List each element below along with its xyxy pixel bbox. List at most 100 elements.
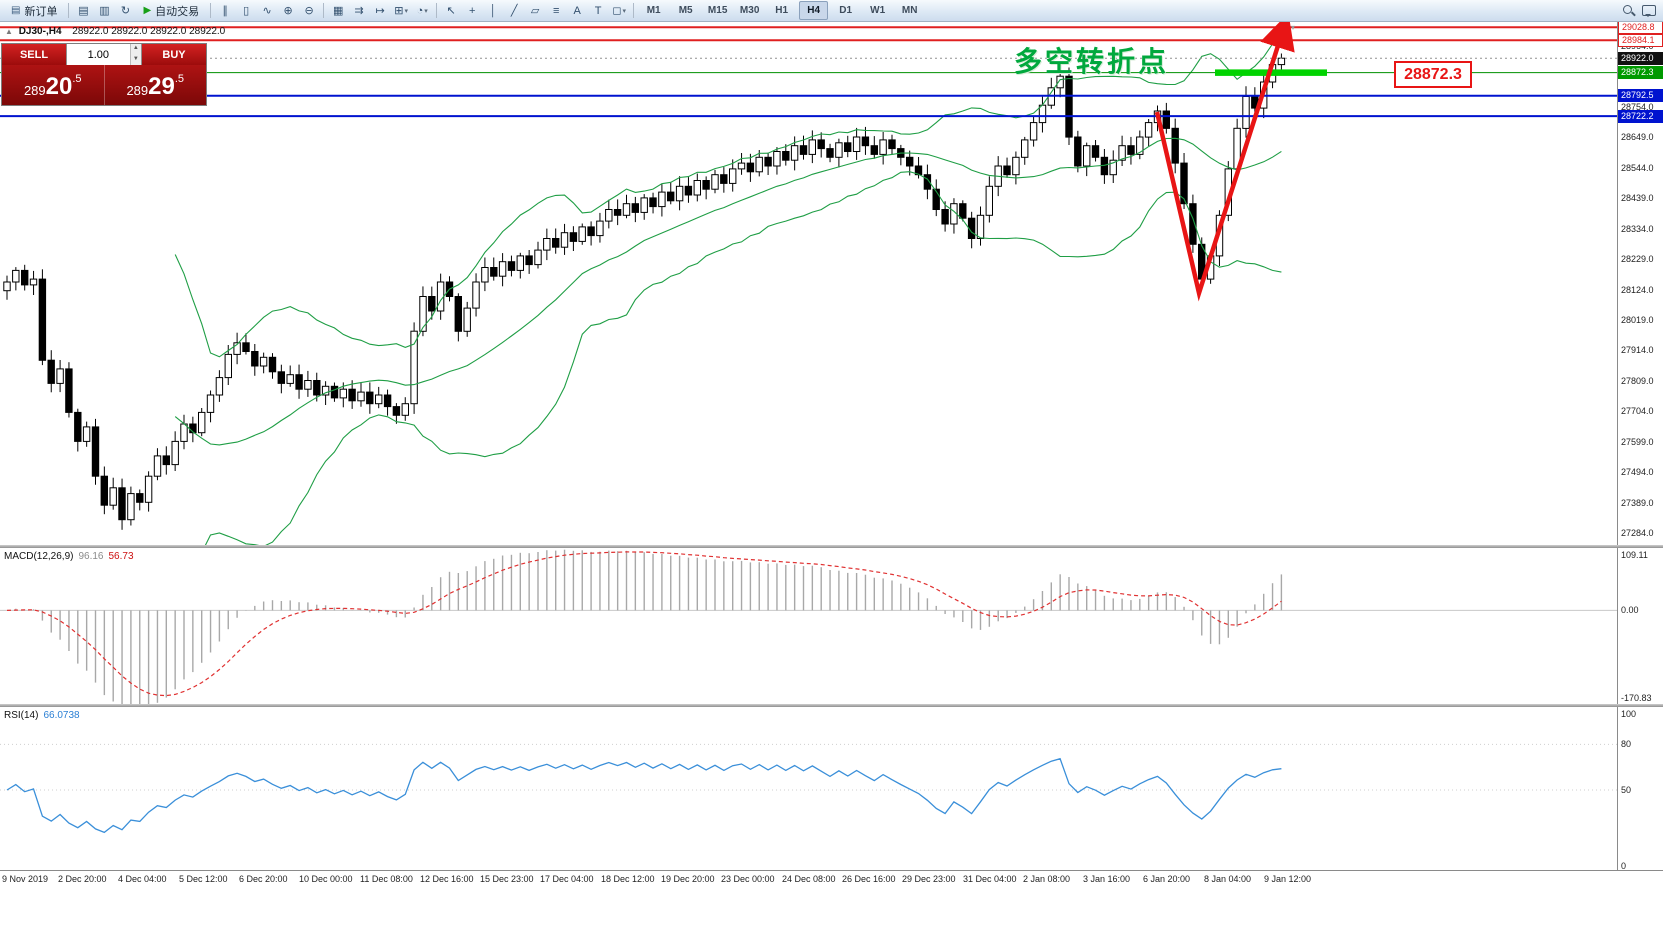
timeframe-d1-button[interactable]: D1 (839, 5, 853, 16)
chart-canvas[interactable] (0, 22, 1663, 943)
price-axis-label: 28649.0 (1621, 132, 1654, 142)
candlestick-chart-icon[interactable]: ▯ (243, 5, 250, 17)
time-axis-label: 10 Dec 00:00 (299, 874, 353, 884)
crosshair-icon[interactable]: + (468, 4, 476, 17)
sell-price-digits: 289 (23, 83, 46, 98)
vertical-line-icon[interactable]: │ (489, 4, 497, 17)
symbol-expand-icon[interactable]: ▲ (5, 27, 13, 36)
bar-chart-icon[interactable]: ∥ (222, 5, 228, 17)
price-axis-border[interactable] (1617, 22, 1618, 870)
price-tag-28722.2[interactable]: 28722.2 (1618, 110, 1663, 123)
search-icon[interactable] (1618, 1, 1638, 21)
auto-scroll-icon[interactable]: ⇉ (354, 5, 364, 17)
timeframe-mn-button[interactable]: MN (901, 5, 918, 16)
timeframe-m1-button[interactable]: M1 (646, 5, 661, 16)
auto-trading-icon: ▶ (143, 5, 152, 16)
shapes-icon[interactable]: ◻ ▾ (612, 5, 626, 17)
buy-price[interactable]: 289 29.5 (105, 65, 207, 105)
time-axis-label: 15 Dec 23:00 (480, 874, 534, 884)
fibonacci-icon[interactable]: ≡ (552, 4, 560, 17)
cursor-icon[interactable]: ↖ (446, 5, 456, 17)
text-label-icon[interactable]: T (594, 4, 602, 17)
price-axis-label: 27494.0 (1621, 467, 1654, 477)
tile-windows-icon[interactable]: ▦ (332, 5, 344, 17)
timeframe-h4-button[interactable]: H4 (799, 1, 829, 20)
panel-splitter-macd[interactable] (0, 545, 1663, 548)
time-axis-label: 12 Dec 16:00 (420, 874, 474, 884)
time-axis-label: 6 Dec 20:00 (239, 874, 288, 884)
chart-shift-icon[interactable]: ↦ (375, 5, 385, 17)
toolbar: ▤ 新订单 ▤ ▥ ↻ ▶ 自动交易 ∥ ▯ ∿ ⊕ ⊖ ▦ ⇉ ↦ ⊞ ▾ ◔ ▾ ↖ + │ ╱ ▱ ≡ A T ◻ ▾ M1 M5 M1… (0, 0, 1663, 22)
price-axis-label: 27809.0 (1621, 376, 1654, 386)
shapes-dropdown-arrow[interactable]: ▾ (622, 7, 626, 15)
price-tag-28922.0[interactable]: 28922.0 (1618, 52, 1663, 65)
timeframe-m15-button[interactable]: M15 (707, 5, 728, 16)
time-axis-label: 8 Jan 04:00 (1204, 874, 1252, 884)
search-icon (1622, 4, 1635, 17)
time-axis-label: 19 Dec 20:00 (661, 874, 715, 884)
indicators-icon[interactable]: ⊞ ▾ (394, 5, 409, 17)
equidistant-channel-icon[interactable]: ▱ (530, 5, 540, 17)
refresh-icon[interactable]: ↻ (120, 5, 131, 17)
chart-shift-marker[interactable]: ▾ (1291, 23, 1296, 32)
time-axis-label: 11 Dec 08:00 (360, 874, 413, 884)
time-axis-label: 29 Dec 23:00 (902, 874, 956, 884)
time-axis-label: 26 Dec 16:00 (842, 874, 896, 884)
new-chart-icon[interactable]: ▤ (78, 5, 89, 17)
trendline-icon[interactable]: ╱ (510, 5, 518, 17)
periods-dropdown-arrow[interactable]: ▾ (424, 7, 428, 15)
time-axis-label: 23 Dec 00:00 (721, 874, 775, 884)
symbol-ohlc-readout: 28922.0 28922.0 28922.0 28922.0 (72, 26, 226, 37)
price-axis-label: 28124.0 (1621, 285, 1654, 295)
chat-icon[interactable] (1639, 1, 1659, 21)
toolbar-separator (323, 3, 325, 18)
panel-splitter-rsi[interactable] (0, 704, 1663, 707)
chat-icon (1642, 5, 1656, 17)
price-tag-28984.1[interactable]: 28984.1 (1618, 34, 1663, 47)
volume-up-arrow[interactable]: ▲ (130, 44, 141, 55)
macd-axis-label: 0.00 (1621, 605, 1639, 615)
auto-trading-button[interactable]: ▶ 自动交易 (136, 1, 206, 21)
time-axis-label: 18 Dec 12:00 (601, 874, 655, 884)
price-tag-29028.8[interactable]: 29028.8 (1618, 21, 1663, 34)
profiles-icon[interactable]: ▥ (99, 5, 110, 17)
timeframe-w1-button[interactable]: W1 (870, 5, 886, 16)
price-tag-28872.3[interactable]: 28872.3 (1618, 66, 1663, 79)
time-axis-label: 6 Jan 20:00 (1143, 874, 1191, 884)
price-axis-label: 28544.0 (1621, 163, 1654, 173)
sell-price[interactable]: 289 20.5 (2, 65, 105, 105)
buy-button[interactable]: BUY (142, 44, 206, 65)
toolbar-separator (68, 3, 70, 18)
sell-price-digits: 20 (45, 73, 73, 100)
indicators-dropdown-arrow[interactable]: ▾ (404, 7, 409, 15)
price-axis-label: 27599.0 (1621, 437, 1654, 447)
timeframe-m5-button[interactable]: M5 (678, 5, 693, 16)
time-axis-label: 24 Dec 08:00 (782, 874, 836, 884)
price-axis-label: 28019.0 (1621, 315, 1654, 325)
volume-field: ▲ ▼ (66, 44, 142, 65)
new-order-button-label: 新订单 (24, 5, 58, 18)
text-icon[interactable]: A (573, 4, 581, 17)
price-axis-label: 27389.0 (1621, 498, 1654, 508)
line-chart-icon[interactable]: ∿ (262, 5, 272, 17)
timeframe-m30-button[interactable]: M30 (739, 5, 760, 16)
price-callout-label[interactable]: 28872.3 (1394, 61, 1472, 88)
volume-down-arrow[interactable]: ▼ (130, 54, 141, 65)
macd-indicator-label: MACD(12,26,9) 96.16 56.73 (4, 551, 134, 562)
new-order-button[interactable]: ▤ 新订单 (4, 1, 64, 21)
buy-price-digits: 29 (148, 73, 175, 100)
zoom-out-icon[interactable]: ⊖ (304, 5, 314, 17)
time-axis-separator (0, 870, 1663, 871)
rsi-axis-label: 100 (1621, 709, 1637, 719)
price-tag-28792.5[interactable]: 28792.5 (1618, 89, 1663, 102)
periods-icon[interactable]: ◔ ▾ (416, 4, 428, 17)
time-axis-label: 31 Dec 04:00 (963, 874, 1017, 884)
zoom-in-icon[interactable]: ⊕ (283, 5, 293, 17)
volume-input[interactable] (67, 44, 130, 65)
sell-button[interactable]: SELL (2, 44, 66, 65)
time-axis-label: 2 Jan 08:00 (1023, 874, 1071, 884)
time-axis-label: 9 Nov 2019 (2, 874, 49, 884)
timeframe-h1-button[interactable]: H1 (775, 5, 789, 16)
